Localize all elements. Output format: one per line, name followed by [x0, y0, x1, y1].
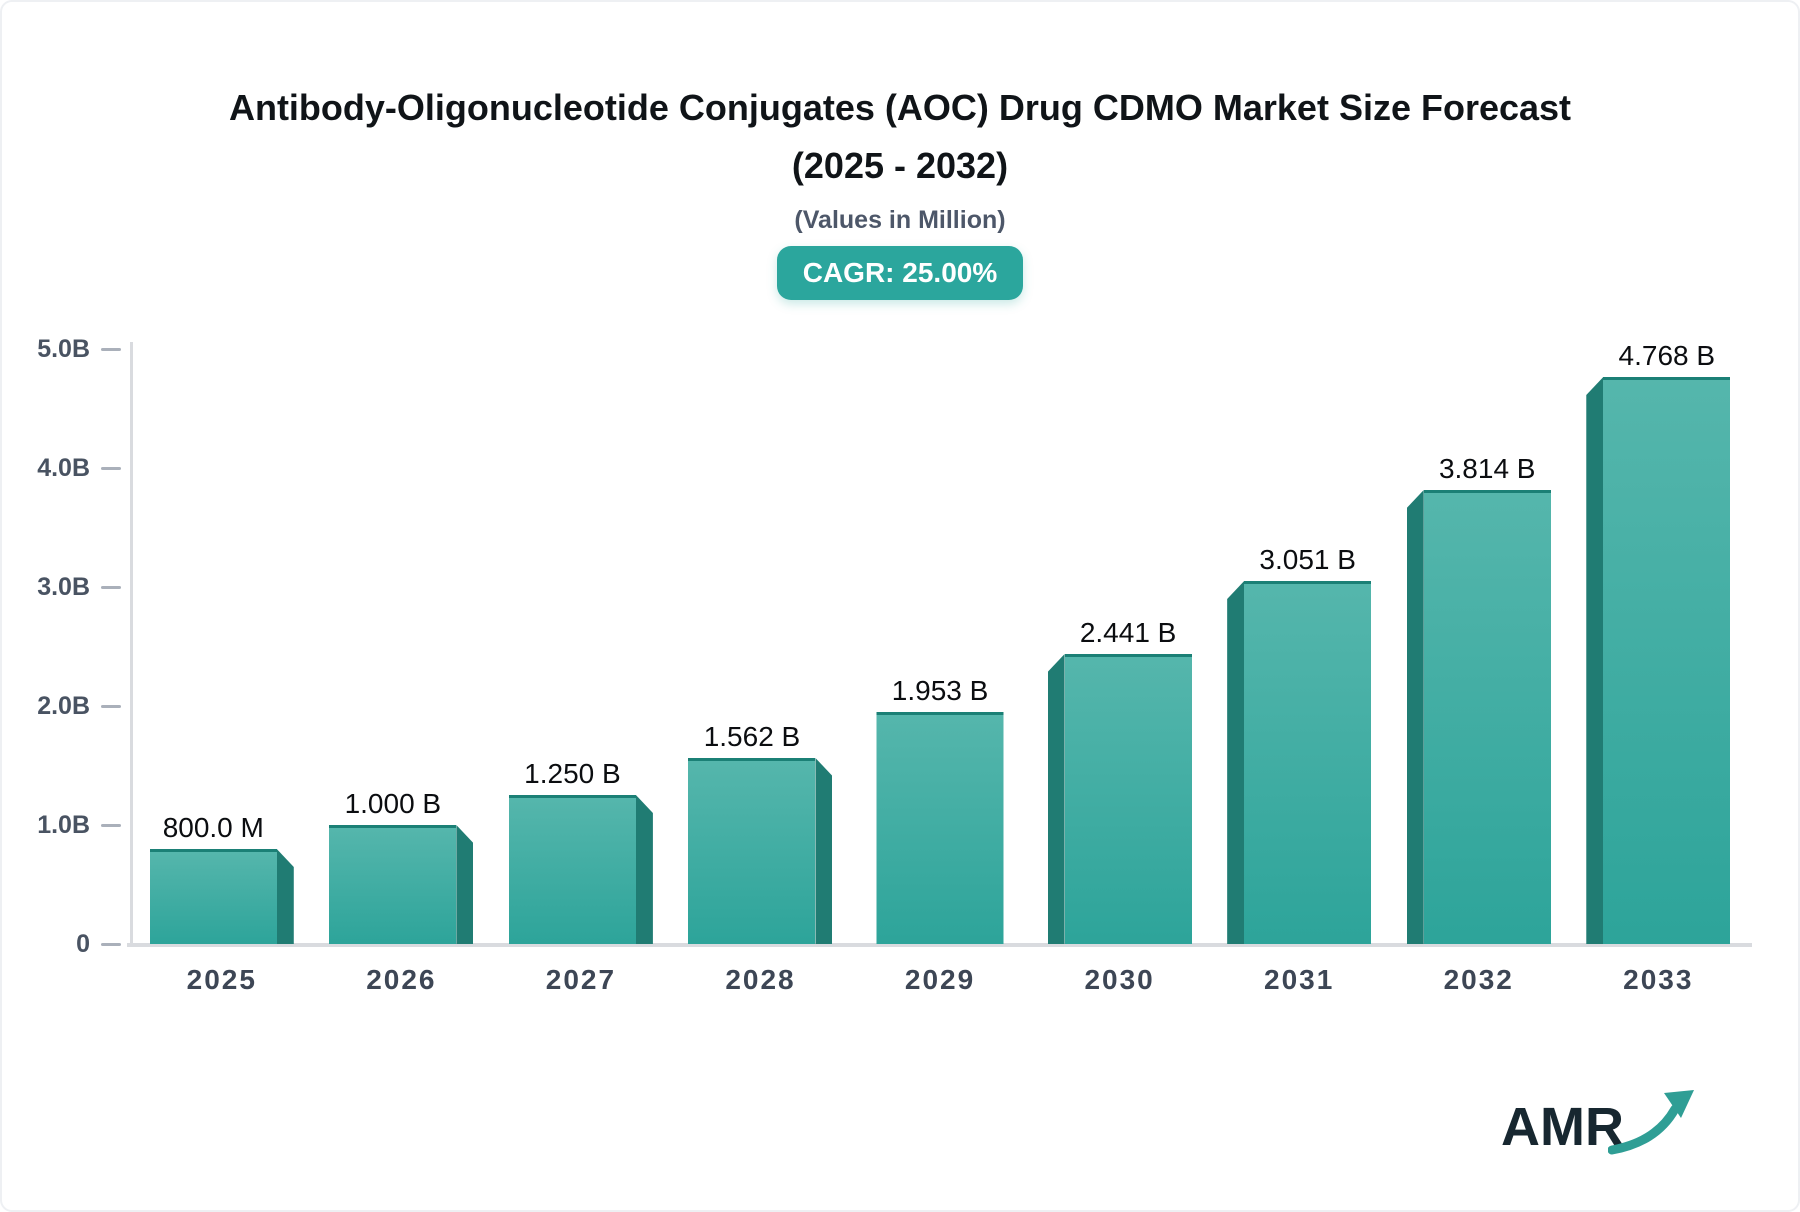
y-tick-dash [101, 943, 121, 946]
bar-slot-2026: 1.000 B [312, 349, 492, 944]
trend-up-arrow-icon [1608, 1090, 1694, 1155]
bar-slot-2030: 2.441 B [1030, 349, 1210, 944]
bar-slot-2027: 1.250 B [491, 349, 671, 944]
y-tick-label: 1.0B [37, 811, 90, 839]
page-title-line-2: (2025 - 2032) [791, 145, 1009, 186]
bar-value-label: 1.953 B [891, 675, 989, 706]
bar-2028: 1.562 B [688, 723, 833, 944]
bar-2031: 3.051 B [1227, 546, 1372, 944]
y-tick-dash [101, 467, 121, 470]
bar-value-label: 3.051 B [1259, 544, 1356, 575]
bar-slot-2028: 1.562 B [671, 349, 851, 944]
bar-face [1064, 654, 1192, 944]
brand-logo-text: AMR [1501, 1097, 1624, 1157]
x-tick-label: 2033 [1623, 964, 1694, 995]
bar-face [1244, 581, 1372, 944]
x-tick-label: 2025 [186, 964, 257, 995]
y-tick-dash [101, 705, 121, 708]
bar-face [149, 849, 277, 944]
bar-value-label: 3.814 B [1438, 453, 1536, 484]
bar-2025: 800.0 M [149, 814, 294, 944]
y-axis-line [130, 342, 133, 947]
bar-2033: 4.768 B [1586, 342, 1731, 944]
bar-side-3d [1406, 490, 1424, 944]
chart-subtitle: (Values in Million) [794, 206, 1006, 234]
y-tick-label: 3.0B [37, 573, 90, 601]
bar-value-label: 1.000 B [344, 788, 442, 819]
bar-slot-2033: 4.768 B [1569, 342, 1749, 944]
y-tick-dash [101, 348, 121, 351]
y-tick-dash [101, 586, 121, 589]
bar-value-label: 800.0 M [162, 812, 264, 843]
bar-side-3d [456, 825, 474, 944]
bar-side-3d [1227, 581, 1245, 944]
x-tick-label: 2029 [904, 964, 976, 995]
x-tick-label: 2027 [545, 964, 617, 995]
bar-face [1423, 490, 1551, 944]
x-axis-line [127, 943, 1752, 947]
y-tick-dash [101, 824, 121, 827]
bar-slot-2025: 800.0 M [132, 349, 312, 944]
bar-face [329, 825, 457, 944]
bar-face [688, 758, 816, 944]
bar-side-3d [635, 795, 653, 944]
x-tick-label: 2026 [366, 964, 437, 995]
x-tick-label: 2032 [1443, 964, 1514, 995]
bar-2027: 1.250 B [508, 760, 653, 944]
bar-face [508, 795, 636, 944]
bar-2030: 2.441 B [1047, 619, 1192, 944]
bar-slot-2032: 3.814 B [1389, 349, 1569, 944]
x-tick-label: 2028 [725, 964, 796, 995]
y-tick-label: 5.0B [37, 335, 90, 363]
bar-side-3d [276, 849, 294, 944]
bar-value-label: 4.768 B [1618, 340, 1716, 371]
cagr-badge: CAGR: 25.00% [776, 246, 1024, 300]
bar-side-3d [815, 758, 833, 944]
bar-slot-2031: 3.051 B [1209, 349, 1389, 944]
chart-header: Antibody-Oligonucleotide Conjugates (AOC… [30, 90, 1770, 300]
bar-side-3d [1047, 654, 1065, 944]
y-tick-label: 0 [76, 930, 90, 958]
bar-face [876, 712, 1004, 944]
bars-area: 800.0 M 1.000 B 1.250 B 1.562 B 1.953 B 2.441… [132, 342, 1749, 944]
bar-value-label: 1.250 B [524, 758, 621, 789]
y-tick-label: 2.0B [37, 692, 90, 720]
bar-2032: 3.814 B [1406, 455, 1551, 944]
bar-value-label: 1.562 B [703, 721, 801, 752]
y-tick-label: 4.0B [37, 454, 90, 482]
bar-value-label: 2.441 B [1079, 617, 1177, 648]
bar-slot-2029: 1.953 B [850, 349, 1030, 944]
bar-face [1603, 377, 1731, 944]
bar-2029: 1.953 B [876, 677, 1004, 944]
bar-side-3d [1586, 377, 1604, 944]
x-tick-label: 2031 [1264, 964, 1335, 995]
x-tick-label: 2030 [1084, 964, 1155, 995]
page-title: Antibody-Oligonucleotide Conjugates (AOC… [228, 87, 1572, 128]
bar-2026: 1.000 B [329, 790, 474, 944]
brand-logo: AMR [1501, 1090, 1698, 1157]
x-axis-labels: 2025 2026 2027 2028 2029 2030 2031 2032 2033 [132, 964, 1748, 996]
